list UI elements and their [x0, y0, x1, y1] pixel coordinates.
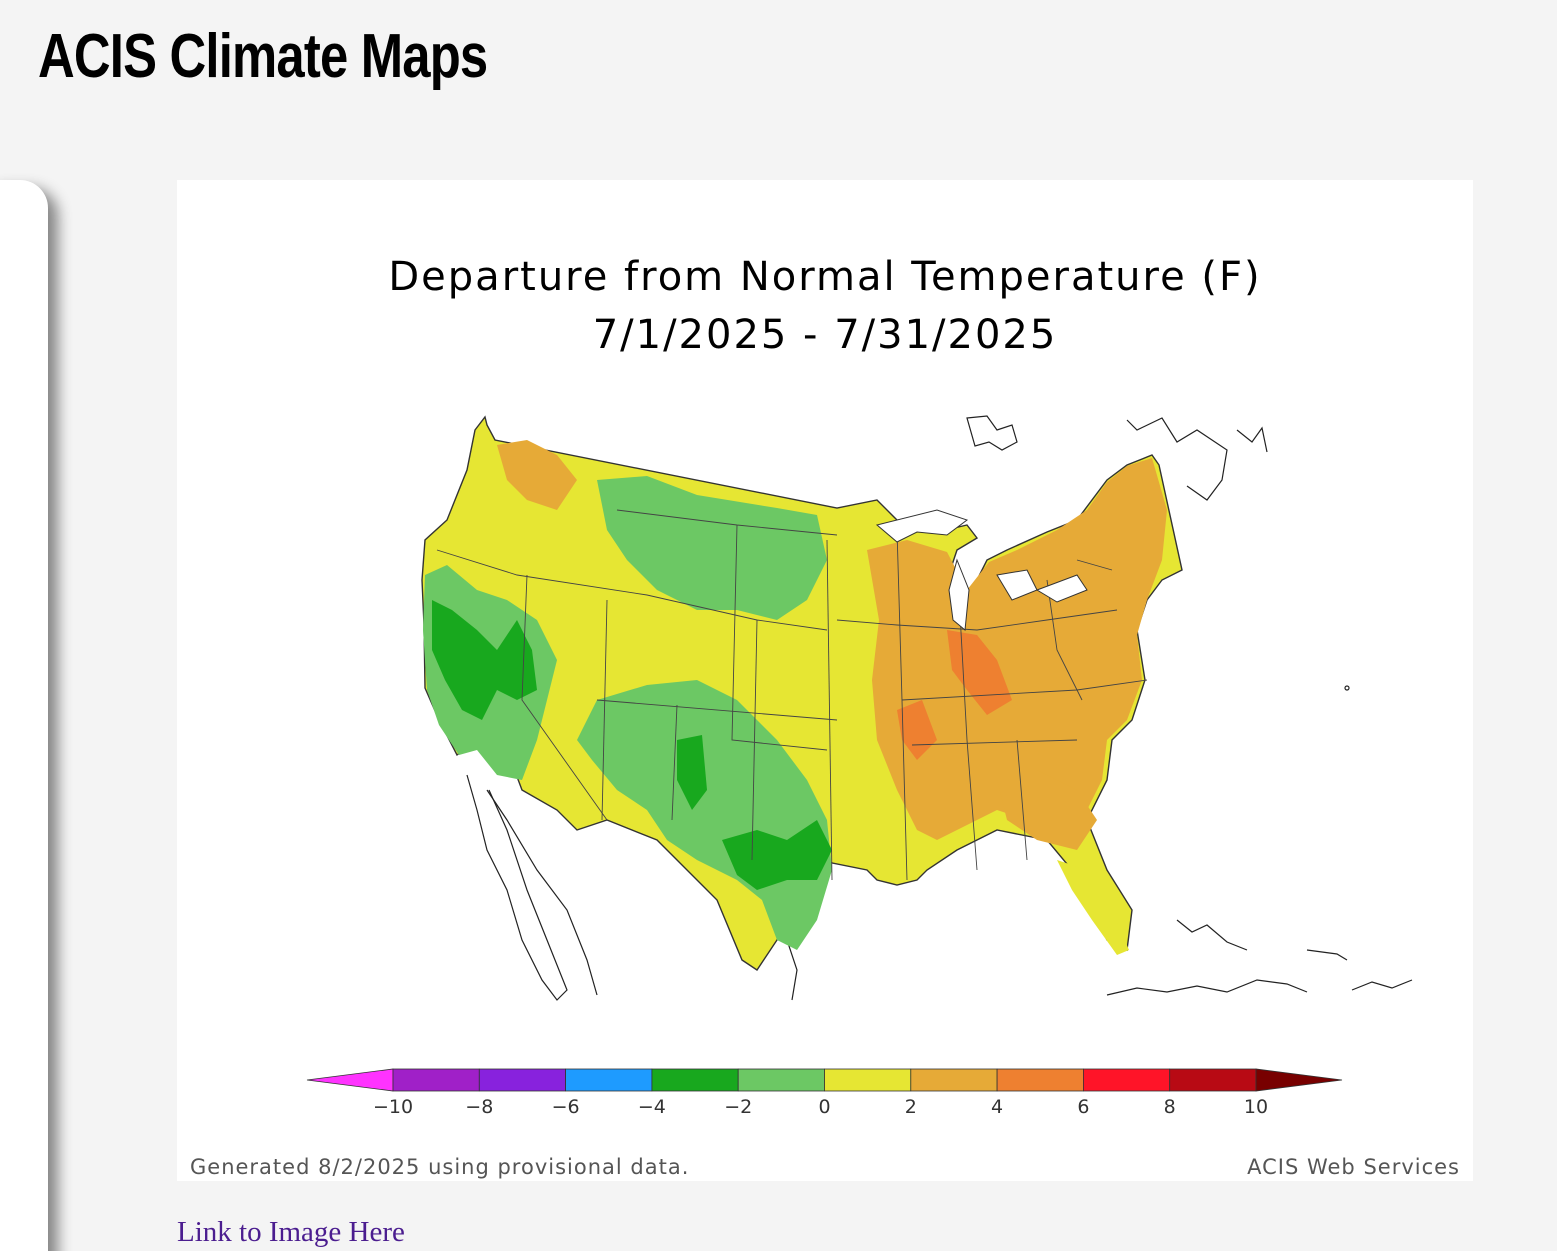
legend-bin-3: [565, 1068, 653, 1092]
map-title-line1: Departure from Normal Temperature (F): [388, 254, 1261, 300]
state-boundaries: [436, 509, 1148, 881]
coastline-outlines: [466, 415, 1413, 1001]
legend-tick-label: 8: [1164, 1096, 1176, 1118]
great-lakes: [875, 509, 1088, 631]
legend-bin-2: [478, 1068, 566, 1092]
legend-bin-10: [1169, 1068, 1257, 1092]
map-canvas: Departure from Normal Temperature (F) 7/…: [190, 254, 1460, 1179]
legend-bin-8: [996, 1068, 1084, 1092]
color-legend: −10 −8 −6 −4 −2 0 2 4 6 8 10: [306, 1068, 1343, 1118]
legend-tick-label: −4: [638, 1096, 666, 1118]
region-northern-plains-cool: [597, 476, 827, 620]
page-title: ACIS Climate Maps: [38, 22, 488, 91]
legend-tick-label: 10: [1244, 1096, 1268, 1118]
map-title-line2: 7/1/2025 - 7/31/2025: [593, 312, 1058, 358]
legend-tick-label: 2: [905, 1096, 917, 1118]
legend-tick-label: −10: [373, 1096, 413, 1118]
legend-tick-label: −6: [552, 1096, 580, 1118]
climate-map-image: Departure from Normal Temperature (F) 7/…: [177, 180, 1473, 1181]
map-footer-generated: Generated 8/2/2025 using provisional dat…: [190, 1155, 689, 1179]
legend-bin-1: [392, 1068, 480, 1092]
region-northwest-warm: [497, 440, 577, 510]
region-texas-core: [722, 820, 832, 890]
legend-arrow-high: [1255, 1068, 1343, 1092]
legend-bin-9: [1083, 1068, 1171, 1092]
legend-bin-4: [651, 1068, 739, 1092]
region-mississippi-hot: [897, 700, 937, 760]
legend-tick-label: −2: [724, 1096, 752, 1118]
legend-bin-6: [824, 1068, 912, 1092]
legend-tick-label: 6: [1077, 1096, 1089, 1118]
region-california-core: [432, 600, 537, 720]
legend-bin-7: [910, 1068, 998, 1092]
region-ohio-valley-hot: [947, 630, 1012, 715]
legend-bin-5: [737, 1068, 825, 1092]
map-footer-source: ACIS Web Services: [1247, 1155, 1460, 1179]
temperature-regions: [421, 415, 1183, 971]
region-florida: [1057, 860, 1129, 955]
region-southeast-warm: [997, 770, 1097, 850]
legend-tick-label: 4: [991, 1096, 1003, 1118]
region-nm-core: [677, 735, 707, 810]
side-panel: [0, 180, 48, 1251]
legend-tick-label: 0: [818, 1096, 830, 1118]
legend-arrow-low: [306, 1068, 394, 1092]
link-to-image[interactable]: Link to Image Here: [177, 1216, 405, 1248]
legend-tick-label: −8: [465, 1096, 493, 1118]
